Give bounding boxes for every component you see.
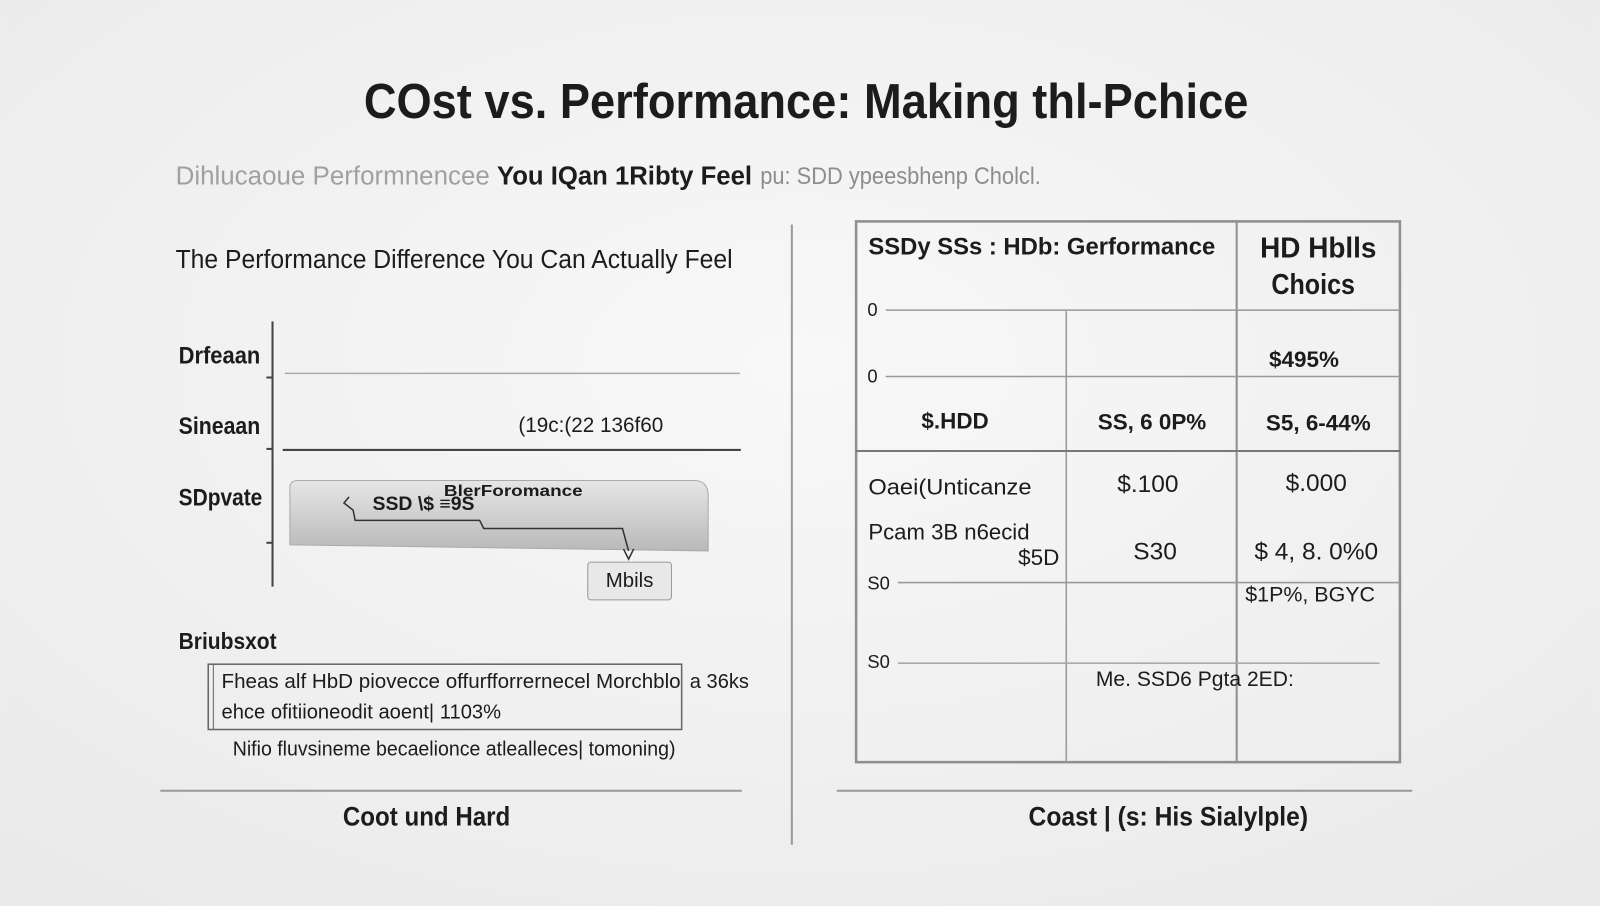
table-cell: $.100 bbox=[1117, 471, 1178, 498]
note: Nifio fluvsineme becaelionce atlealleces… bbox=[233, 738, 676, 760]
footer: Coot und Hard bbox=[343, 801, 510, 831]
row-label: Drfeaan bbox=[179, 343, 261, 370]
bar-label: SSD \$ ≡9S bbox=[373, 493, 475, 515]
table-cell: $.HDD bbox=[921, 408, 988, 433]
footer: Coast | (s: His Sialylple) bbox=[1029, 801, 1309, 831]
table-cell: S30 bbox=[1133, 538, 1177, 565]
table-header: Choics bbox=[1271, 269, 1355, 301]
table-cell: 0 bbox=[867, 299, 877, 320]
table-cell: $495% bbox=[1269, 347, 1339, 372]
table-cell: Me. SSD6 Pgta 2ED: bbox=[1096, 667, 1294, 691]
section-label: Briubsxot bbox=[179, 628, 277, 654]
row-label: Sineaan bbox=[179, 413, 261, 440]
ssd-bar bbox=[289, 480, 709, 552]
row-label: SDpvate bbox=[179, 484, 263, 511]
subtitle-part: pu: SDD ypeesbhenp Cholcl. bbox=[760, 163, 1041, 190]
text-box bbox=[207, 663, 683, 731]
bar-caption: BlerForomance bbox=[444, 483, 583, 500]
arrow bbox=[622, 548, 635, 561]
box-side: a 36ks bbox=[690, 671, 749, 693]
table-cell: $.000 bbox=[1286, 470, 1347, 497]
table-cell: Oaei(Unticanze bbox=[868, 475, 1031, 500]
box-line: Fheas alf HbD piovecce offurfforrernecel… bbox=[222, 671, 681, 693]
table-cell: S0 bbox=[867, 572, 889, 593]
title: COst vs. Performance: Making thl-Pchice bbox=[364, 75, 1249, 129]
table-header: SSDy SSs : HDb: Gerformance bbox=[868, 233, 1215, 260]
box-line: ehce ofitiioneodit aoent| 1103% bbox=[222, 702, 502, 724]
annotation: (19c:(22 136f60 bbox=[518, 413, 663, 437]
callout: Mbils bbox=[606, 570, 654, 592]
table-cell: $ 4, 8. 0%0 bbox=[1254, 538, 1378, 565]
callout-box bbox=[587, 561, 672, 601]
table-cell: $5D bbox=[1018, 545, 1059, 570]
section-heading: The Performance Difference You Can Actua… bbox=[176, 246, 733, 274]
table-cell: Pcam 3B n6ecid bbox=[868, 520, 1029, 545]
table-cell: S5, 6-44% bbox=[1266, 410, 1371, 435]
subtitle-part: You IQan 1Ribty Feel bbox=[497, 162, 752, 190]
table-cell: S0 bbox=[867, 651, 889, 672]
connector bbox=[342, 496, 630, 552]
subtitle-part: Dihlucaoue Performnencee bbox=[176, 162, 490, 190]
table-cell: SS, 6 0P% bbox=[1098, 409, 1207, 434]
table-frame bbox=[854, 220, 1402, 764]
table-cell: 0 bbox=[867, 365, 877, 386]
table-cell: $1P%, BGYC bbox=[1245, 582, 1375, 606]
table-header: HD Hblls bbox=[1260, 233, 1376, 265]
